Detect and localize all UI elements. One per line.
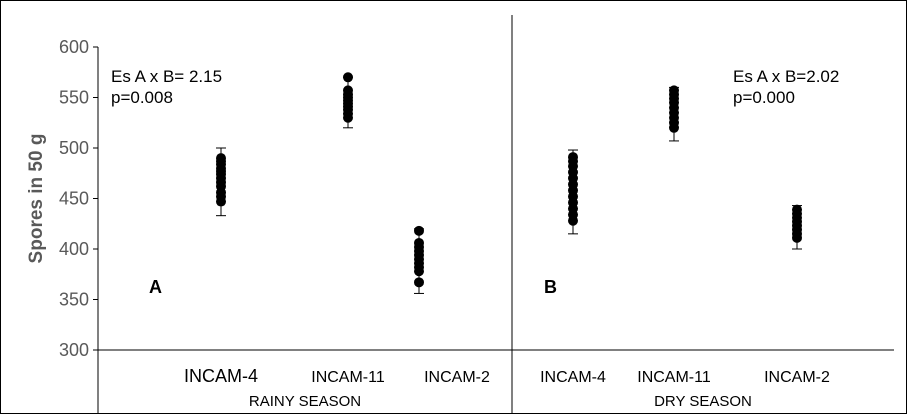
- stat-annotation-p: p=0.008: [111, 88, 173, 107]
- y-tick-label: 300: [59, 340, 89, 360]
- panel-label: B: [544, 277, 557, 297]
- category-label: INCAM-11: [311, 369, 385, 386]
- category-label: INCAM-11: [637, 369, 711, 386]
- y-tick-label: 500: [59, 138, 89, 158]
- panel-label: A: [149, 277, 162, 297]
- stat-annotation-p: p=0.000: [733, 88, 795, 107]
- category-label: INCAM-4: [184, 366, 258, 386]
- y-tick-label: 550: [59, 88, 89, 108]
- season-label: RAINY SEASON: [249, 393, 361, 410]
- y-tick-label: 350: [59, 290, 89, 310]
- stat-annotation: Es A x B= 2.15: [111, 67, 222, 86]
- category-label: INCAM-2: [424, 369, 490, 386]
- y-tick-label: 600: [59, 37, 89, 57]
- y-tick-label: 400: [59, 239, 89, 259]
- data-point: [343, 85, 353, 96]
- data-point: [669, 85, 679, 96]
- category-label: INCAM-2: [764, 369, 830, 386]
- data-point: [343, 72, 353, 83]
- season-label: DRY SEASON: [654, 393, 752, 410]
- category-label: INCAM-4: [540, 369, 606, 386]
- data-point: [568, 152, 578, 163]
- data-point: [414, 237, 424, 248]
- data-point: [216, 153, 226, 164]
- data-point: [792, 204, 802, 215]
- data-point: [414, 225, 424, 236]
- data-point: [414, 277, 424, 288]
- y-tick-label: 450: [59, 189, 89, 209]
- y-axis-title: Spores in 50 g: [26, 134, 47, 264]
- stat-annotation: Es A x B=2.02: [733, 67, 839, 86]
